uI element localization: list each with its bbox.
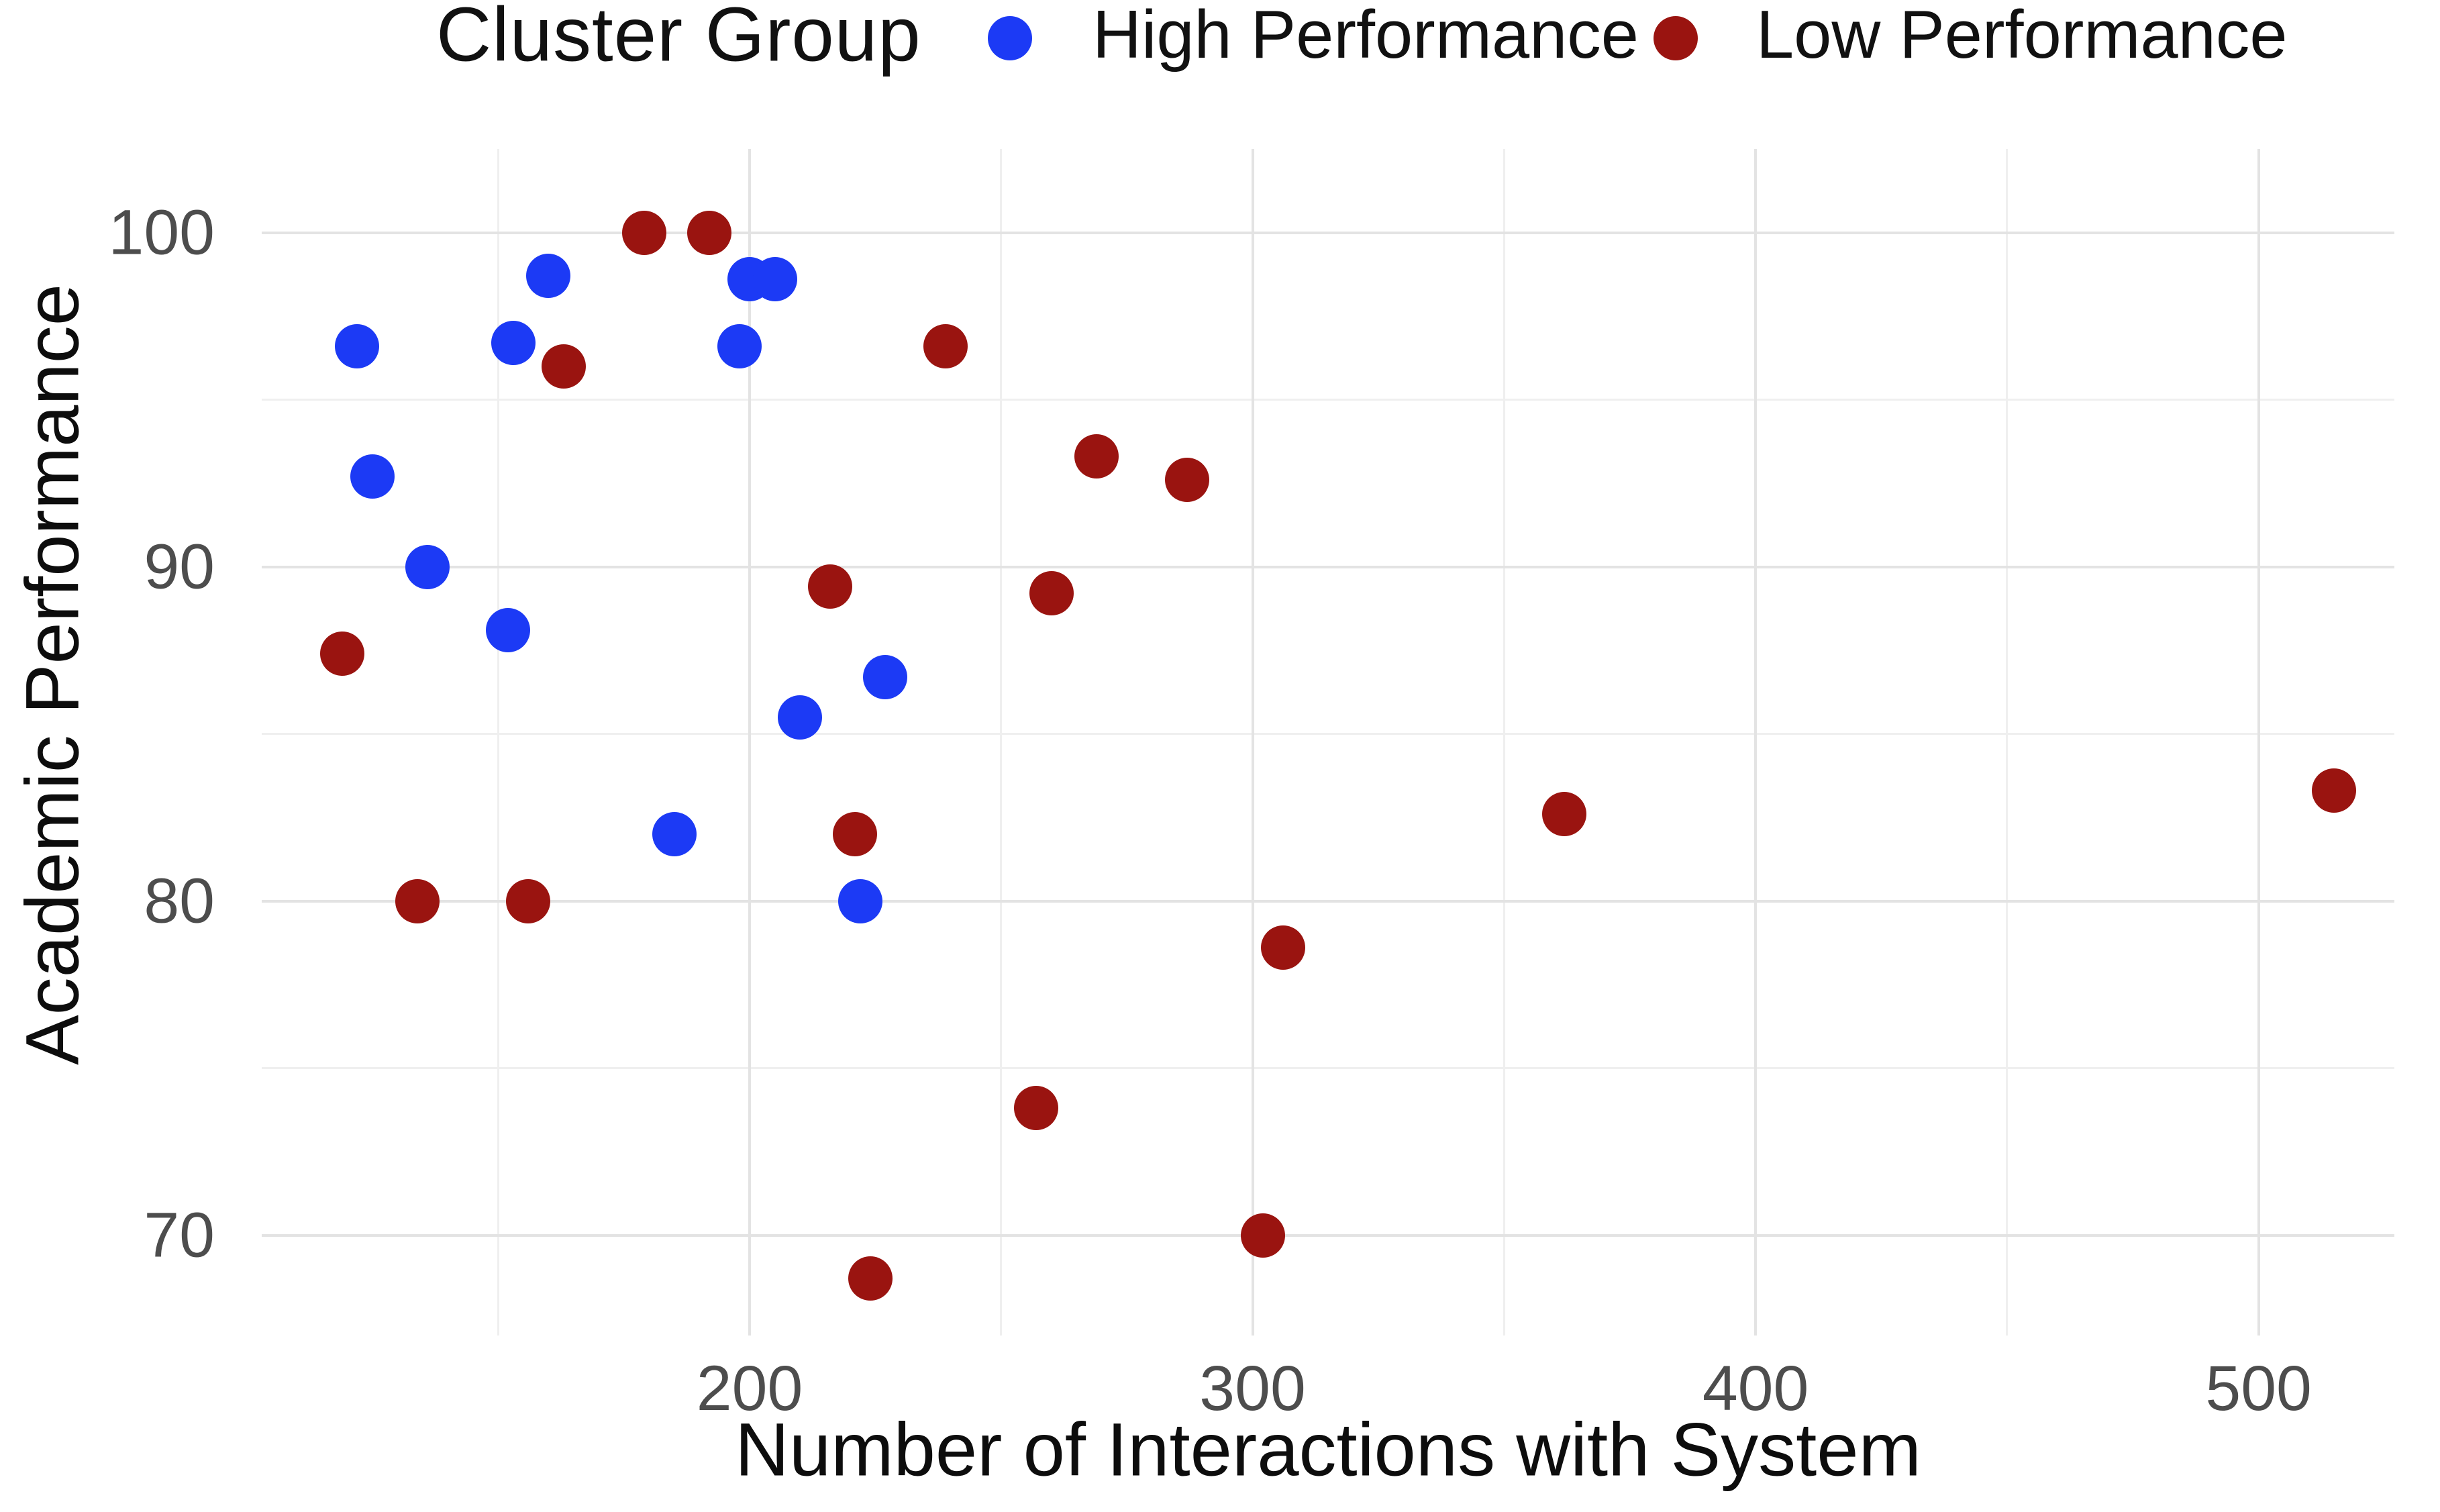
- gridline-y-major: [262, 565, 2394, 568]
- gridline-x-major: [1251, 149, 1254, 1335]
- data-point-high-performance: [491, 320, 536, 365]
- gridline-y-major: [262, 231, 2394, 234]
- data-point-low-performance: [621, 210, 666, 255]
- data-point-high-performance: [863, 654, 908, 699]
- data-point-low-performance: [395, 878, 440, 923]
- legend-label-low-performance: Low Performance: [1756, 0, 2288, 72]
- gridline-x-major: [2257, 149, 2260, 1335]
- data-point-high-performance: [526, 254, 571, 299]
- data-point-low-performance: [1014, 1086, 1059, 1131]
- legend-title: Cluster Group: [436, 0, 921, 78]
- legend-dot-low-performance-icon: [1654, 16, 1698, 60]
- data-point-high-performance: [652, 811, 697, 856]
- y-tick-label: 90: [144, 531, 215, 603]
- data-point-low-performance: [1165, 458, 1210, 503]
- data-point-low-performance: [923, 323, 968, 368]
- data-point-low-performance: [687, 210, 732, 255]
- data-point-low-performance: [319, 632, 364, 676]
- data-point-low-performance: [848, 1256, 893, 1301]
- x-tick-label: 500: [2205, 1353, 2312, 1424]
- data-point-high-performance: [777, 695, 822, 740]
- y-tick-label: 100: [108, 197, 215, 268]
- y-axis-title: Academic Performance: [10, 283, 95, 1066]
- data-point-high-performance: [335, 323, 380, 368]
- data-point-low-performance: [506, 878, 551, 923]
- gridline-x-minor: [1503, 149, 1505, 1335]
- y-tick-label: 70: [144, 1199, 215, 1271]
- data-point-low-performance: [1542, 792, 1587, 837]
- gridline-x-minor: [497, 149, 499, 1335]
- data-point-low-performance: [1029, 571, 1074, 616]
- gridline-x-major: [1754, 149, 1758, 1335]
- gridline-y-major: [262, 899, 2394, 903]
- data-point-high-performance: [486, 608, 531, 653]
- gridline-y-minor: [262, 399, 2394, 401]
- x-tick-label: 300: [1199, 1353, 1306, 1424]
- data-point-high-performance: [405, 544, 450, 589]
- gridline-y-major: [262, 1233, 2394, 1237]
- x-tick-label: 400: [1702, 1353, 1809, 1424]
- x-tick-label: 200: [696, 1353, 803, 1424]
- data-point-low-performance: [833, 811, 878, 856]
- data-point-high-performance: [350, 454, 395, 499]
- legend-label-high-performance: High Performance: [1092, 0, 1639, 72]
- gridline-y-minor: [262, 733, 2394, 736]
- gridline-x-major: [748, 149, 752, 1335]
- gridline-y-minor: [262, 1067, 2394, 1070]
- data-point-low-performance: [807, 564, 852, 609]
- data-point-low-performance: [1260, 925, 1305, 970]
- data-point-high-performance: [717, 323, 762, 368]
- data-point-low-performance: [1074, 434, 1119, 479]
- gridline-x-minor: [2006, 149, 2009, 1335]
- data-point-low-performance: [541, 344, 586, 389]
- legend-dot-high-performance-icon: [988, 16, 1032, 60]
- x-axis-title: Number of Interactions with System: [735, 1407, 1921, 1492]
- data-point-low-performance: [2312, 768, 2357, 813]
- data-point-high-performance: [752, 257, 797, 302]
- data-point-low-performance: [1240, 1213, 1285, 1258]
- gridline-x-minor: [1000, 149, 1003, 1335]
- y-tick-label: 80: [144, 865, 215, 937]
- data-point-high-performance: [837, 878, 882, 923]
